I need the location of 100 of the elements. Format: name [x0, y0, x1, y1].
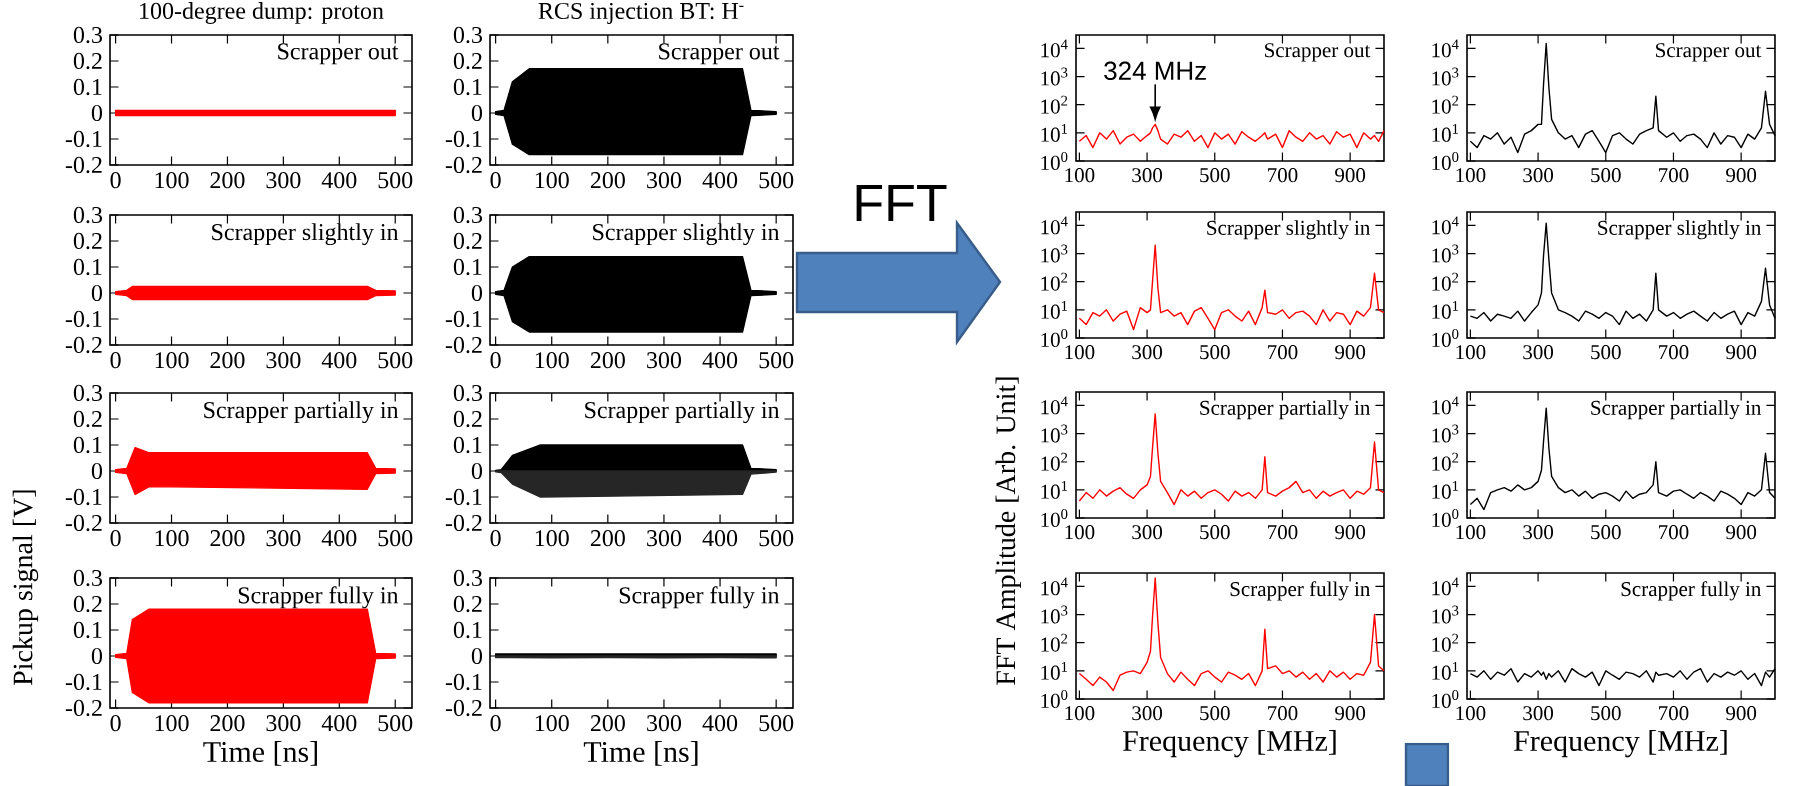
x-tick-label: 400	[321, 715, 357, 732]
x-tick-label: 900	[1726, 706, 1757, 721]
x-tick-label: 100	[1456, 706, 1486, 721]
y-tick-label: 0.2	[73, 232, 102, 250]
x-tick-label: 400	[321, 530, 357, 547]
x-tick-label: 700	[1268, 345, 1298, 360]
y-tick-label: 0.1	[453, 436, 482, 454]
annotation: 324 MHz	[1104, 61, 1206, 80]
x-tick-label: 400	[702, 352, 738, 369]
y-tick-label: 0.3	[73, 384, 103, 402]
x-tick-label: 100	[1456, 168, 1486, 183]
y-tick-label: 0.2	[453, 52, 482, 70]
y-tick-label: 0.3	[453, 206, 483, 224]
x-tick-label: 300	[266, 715, 301, 732]
y-tick-label: 10$^{2}$	[1432, 272, 1459, 291]
y-tick-label: 10$^{1}$	[1432, 661, 1459, 680]
x-tick-label: 500	[1591, 168, 1621, 183]
y-tick-label: 10$^{0}$	[1432, 152, 1459, 170]
x-tick-label: 700	[1659, 168, 1689, 183]
y-tick-label: 0	[471, 647, 483, 665]
y-tick-label: 10$^{1}$	[1041, 661, 1068, 680]
y-tick-label: -0.1	[65, 488, 102, 506]
y-tick-label: 10$^{1}$	[1432, 300, 1459, 319]
annotation: Scrapper fully in	[238, 586, 399, 609]
x-tick-label: 300	[266, 352, 301, 369]
y-tick-label: 10$^{0}$	[1041, 690, 1068, 708]
x-tick-label: 500	[759, 530, 794, 547]
y-tick-label: 0.1	[453, 258, 482, 276]
x-tick-label: 100	[1065, 525, 1095, 540]
y-tick-label: -0.2	[445, 336, 482, 354]
x-tick-label: 500	[1591, 525, 1621, 540]
x-tick-label: 900	[1726, 168, 1757, 183]
x-tick-label: 300	[266, 530, 301, 547]
x-tick-label: 700	[1659, 525, 1689, 540]
annotation: Scrapper slightly in	[212, 223, 399, 246]
x-tick-label: 0	[110, 715, 121, 732]
x-tick-label: 100	[535, 530, 569, 547]
x-tick-label: 100	[535, 352, 569, 369]
y-tick-label: 0.1	[453, 78, 482, 96]
x-tick-label: 500	[759, 352, 794, 369]
y-tick-label: 10$^{4}$	[1041, 396, 1068, 415]
y-tick-label: -0.1	[445, 310, 482, 328]
x-tick-label: 700	[1268, 168, 1298, 183]
y-tick-label: 10$^{2}$	[1041, 452, 1068, 471]
chart-title: RCS injection BT: H$^{-}$	[538, 2, 744, 24]
text: FFT	[856, 185, 947, 221]
x-tick-label: 500	[1200, 168, 1230, 183]
y-tick-label: 0.1	[73, 621, 102, 639]
y-tick-label: 10$^{3}$	[1432, 605, 1459, 624]
annotation: Scrapper partially in	[204, 401, 399, 424]
x-tick-label: 300	[647, 530, 682, 547]
y-tick-label: 10$^{3}$	[1432, 424, 1459, 443]
y-tick-label: 0.1	[73, 436, 102, 454]
x-tick-label: 0	[490, 172, 501, 189]
x-tick-label: 100	[155, 530, 189, 547]
x-tick-label: 200	[210, 530, 245, 547]
y-tick-label: -0.1	[65, 310, 102, 328]
annotation: Scrapper out	[278, 43, 399, 65]
y-tick-label: 0.2	[453, 410, 482, 428]
x-axis-title: Frequency [MHz]	[1123, 729, 1336, 758]
annotation: Scrapper fully in	[1230, 581, 1371, 601]
x-tick-label: 100	[1065, 168, 1095, 183]
line-series	[1078, 577, 1385, 692]
y-tick-label: 0.3	[453, 569, 483, 587]
y-tick-label: 0.3	[73, 26, 103, 44]
y-tick-label: 10$^{2}$	[1432, 95, 1459, 114]
x-tick-label: 700	[1659, 345, 1689, 360]
x-tick-label: 200	[210, 715, 245, 732]
y-tick-label: 10$^{4}$	[1041, 216, 1068, 235]
annotation: Scrapper slightly in	[593, 223, 780, 246]
y-tick-label: 10$^{0}$	[1041, 329, 1068, 347]
annotation: Scrapper fully in	[1621, 581, 1762, 601]
x-tick-label: 900	[1335, 168, 1366, 183]
x-tick-label: 700	[1659, 706, 1689, 721]
y-tick-label: 10$^{3}$	[1041, 424, 1068, 443]
y-tick-label: 10$^{4}$	[1432, 396, 1459, 415]
annotation: Scrapper fully in	[619, 586, 780, 609]
y-tick-label: 0	[91, 284, 103, 302]
x-tick-label: 900	[1726, 345, 1757, 360]
y-tick-label: -0.2	[445, 514, 482, 532]
x-tick-label: 300	[1132, 525, 1163, 540]
y-tick-label: 0.2	[73, 595, 102, 613]
y-tick-label: 10$^{0}$	[1041, 152, 1068, 170]
x-tick-label: 300	[1523, 345, 1554, 360]
x-tick-label: 0	[110, 172, 121, 189]
x-tick-label: 500	[1200, 345, 1230, 360]
y-tick-label: 0	[91, 462, 103, 480]
x-tick-label: 0	[490, 530, 501, 547]
annotation: Scrapper out	[1656, 43, 1762, 62]
x-tick-label: 200	[590, 352, 625, 369]
x-tick-label: 300	[1523, 168, 1554, 183]
y-tick-label: 10$^{3}$	[1041, 244, 1068, 263]
x-tick-label: 900	[1335, 525, 1366, 540]
y-tick-label: -0.2	[65, 699, 102, 717]
x-tick-label: 200	[210, 172, 245, 189]
x-tick-label: 500	[378, 172, 413, 189]
line-series	[1078, 244, 1385, 331]
y-tick-label: 10$^{2}$	[1041, 95, 1068, 114]
y-tick-label: 10$^{1}$	[1041, 123, 1068, 142]
y-tick-label: 0	[91, 647, 103, 665]
